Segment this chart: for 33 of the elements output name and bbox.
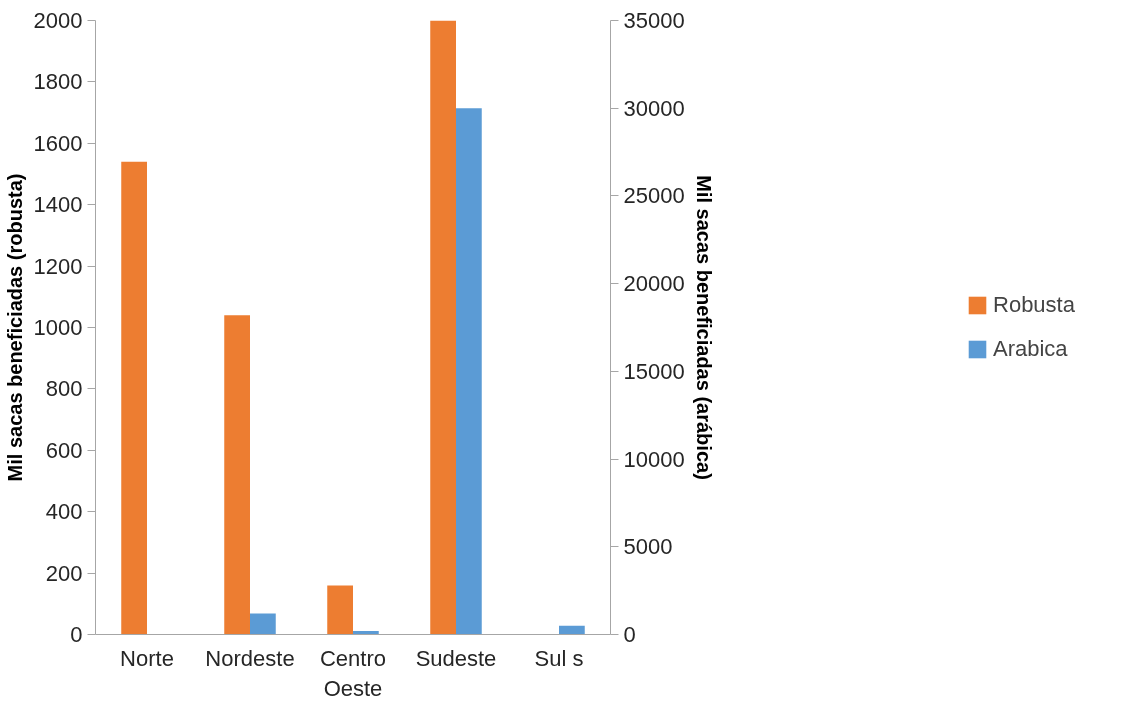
x-tick-label: Centro Oeste — [319, 645, 387, 701]
bar — [224, 315, 250, 635]
y-tick-label: 1600 — [33, 130, 83, 156]
y2-tick-label: 15000 — [623, 358, 685, 384]
y-tick-label: 1800 — [33, 69, 83, 95]
y-tick-label: 1400 — [33, 192, 83, 218]
y-tick-label: 400 — [45, 499, 83, 525]
y2-tick-label: 5000 — [623, 534, 673, 560]
x-tick-label: Sul s — [534, 645, 584, 671]
x-tick-label: Norte — [120, 645, 174, 671]
y2-tick-label: 35000 — [623, 8, 685, 33]
y2-axis-title: Mil sacas beneficiadas (arábica) — [692, 175, 715, 480]
x-tick-label: Nordeste — [205, 645, 295, 671]
y2-tick-label: 30000 — [623, 95, 685, 121]
legend-label: Robusta — [993, 292, 1075, 318]
y-tick-label: 2000 — [33, 8, 83, 33]
y2-tick-label: 20000 — [623, 271, 685, 297]
x-tick-label: Sudeste — [415, 645, 497, 671]
y-tick-label: 0 — [70, 622, 83, 647]
y-tick-label: 1200 — [33, 253, 83, 279]
bar — [250, 613, 276, 635]
y-tick-label: 600 — [45, 437, 83, 463]
bar — [327, 585, 353, 635]
bar — [559, 625, 585, 635]
legend-label: Arabica — [993, 336, 1068, 362]
y2-tick-label: 25000 — [623, 183, 685, 209]
y-axis-title: Mil sacas beneficiadas (robusta) — [3, 173, 26, 482]
y-tick-label: 800 — [45, 376, 83, 402]
bar — [121, 161, 147, 635]
y2-tick-label: 10000 — [623, 446, 685, 472]
y-tick-label: 200 — [45, 560, 83, 586]
y-tick-label: 1000 — [33, 315, 83, 340]
y2-tick-label: 0 — [623, 622, 636, 647]
